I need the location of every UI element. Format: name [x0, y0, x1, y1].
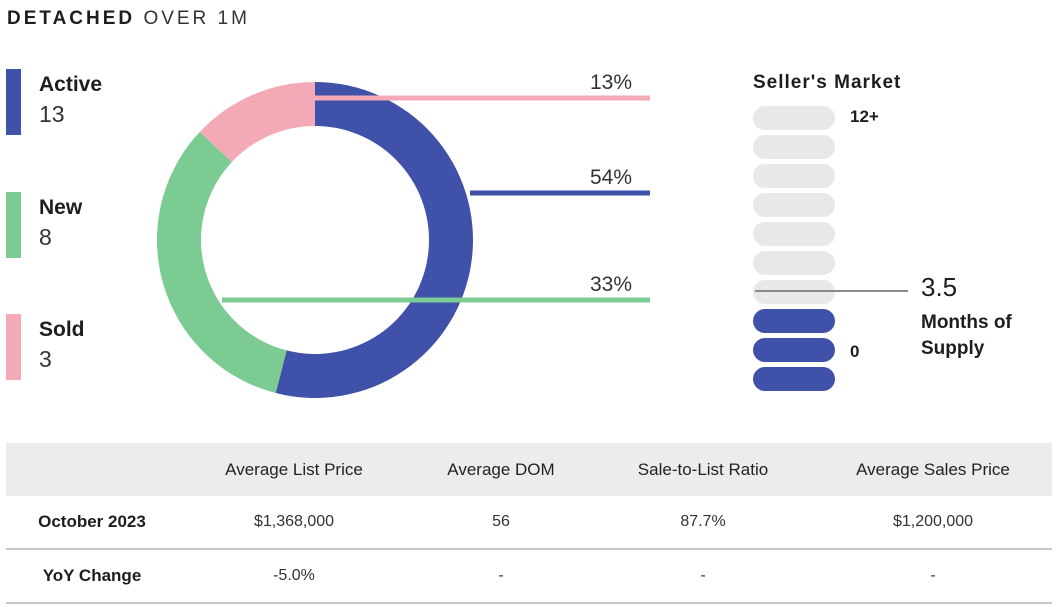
table-header-avg-sales-price: Average Sales Price	[814, 443, 1052, 496]
legend-label-sold: Sold	[39, 318, 85, 341]
meter-segment-empty	[753, 193, 835, 217]
table-cell: $1,200,000	[814, 496, 1052, 550]
meter-segment-empty	[753, 251, 835, 275]
table-cell: October 2023	[6, 496, 178, 550]
supply-meter	[753, 106, 835, 396]
legend-value-new: 8	[39, 224, 52, 250]
meter-segment-empty	[753, 164, 835, 188]
supply-label-line2: Supply	[921, 338, 985, 359]
legend-swatch-sold	[6, 314, 21, 380]
legend-value-active: 13	[39, 101, 65, 127]
table-cell: YoY Change	[6, 549, 178, 604]
table-header-avg-dom: Average DOM	[410, 443, 592, 496]
table-row: October 2023 $1,368,000 56 87.7% $1,200,…	[6, 496, 1052, 550]
meter-segment-filled	[753, 309, 835, 333]
legend-label-new: New	[39, 196, 83, 219]
stats-table: Average List Price Average DOM Sale-to-L…	[6, 443, 1052, 604]
market-title: Seller's Market	[753, 72, 902, 93]
legend-value-sold: 3	[39, 346, 52, 372]
pct-label-sold: 13%	[590, 71, 632, 94]
donut-slice-active	[275, 82, 474, 399]
table-cell: -	[814, 549, 1052, 604]
meter-min-label: 0	[850, 342, 860, 361]
donut-slice-sold	[199, 82, 315, 162]
legend-label-active: Active	[39, 73, 103, 96]
table-header-blank	[6, 443, 178, 496]
supply-label-line1: Months of	[921, 312, 1012, 333]
meter-segment-empty	[753, 222, 835, 246]
table-row: YoY Change -5.0% - - -	[6, 549, 1052, 604]
supply-indicator-line	[755, 290, 908, 292]
legend-swatch-new	[6, 192, 21, 258]
meter-segment-empty	[753, 280, 835, 304]
legend-swatch-active	[6, 69, 21, 135]
table-cell: $1,368,000	[178, 496, 410, 550]
meter-segment-filled	[753, 367, 835, 391]
pct-label-active: 54%	[590, 166, 632, 189]
meter-max-label: 12+	[850, 107, 879, 126]
title-light: OVER 1M	[143, 8, 250, 29]
table-header-row: Average List Price Average DOM Sale-to-L…	[6, 443, 1052, 496]
meter-segment-empty	[753, 135, 835, 159]
page-title: DETACHED OVER 1M	[7, 8, 250, 30]
meter-segment-empty	[753, 106, 835, 130]
meter-segment-filled	[753, 338, 835, 362]
table-cell: -	[410, 549, 592, 604]
table-header-avg-list-price: Average List Price	[178, 443, 410, 496]
pct-label-new: 33%	[590, 273, 632, 296]
table-header-sale-to-list: Sale-to-List Ratio	[592, 443, 814, 496]
donut-slice-new	[156, 131, 287, 394]
table-cell: 87.7%	[592, 496, 814, 550]
supply-label: Months of Supply	[921, 310, 1031, 362]
donut-chart: 13% 54% 33%	[156, 71, 650, 399]
title-bold: DETACHED	[7, 8, 136, 29]
table-cell: -	[592, 549, 814, 604]
supply-value: 3.5	[921, 272, 958, 302]
table-cell: -5.0%	[178, 549, 410, 604]
table-cell: 56	[410, 496, 592, 550]
